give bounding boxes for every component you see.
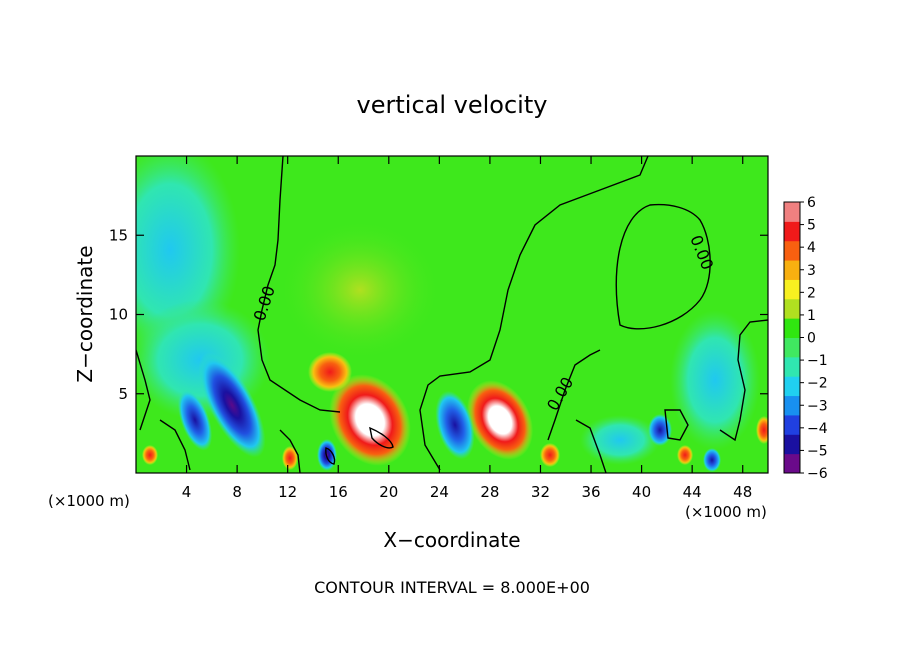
feature-max-1b bbox=[308, 352, 352, 392]
colorbar: 6 5 4 3 2 1 0 −1 −2 −3 −4 −5 −6 bbox=[783, 195, 828, 482]
x-tick-label: 44 bbox=[683, 483, 702, 501]
x-tick-label: 48 bbox=[733, 483, 752, 501]
x-tick-label: 36 bbox=[581, 483, 600, 501]
feature-small-max-d bbox=[756, 416, 768, 444]
x-axis: 4 8 12 16 20 24 28 32 36 40 44 48 bbox=[182, 156, 752, 501]
colorbar-swatch bbox=[784, 337, 800, 358]
contour-zero-6 bbox=[547, 349, 601, 441]
colorbar-tick-label: −3 bbox=[807, 398, 828, 414]
y-tick-label: 15 bbox=[109, 226, 128, 244]
contour-zero-7 bbox=[664, 409, 689, 441]
feature-small-max-c bbox=[677, 445, 693, 465]
contour-zero-9 bbox=[279, 429, 301, 473]
colorbar-swatch bbox=[784, 260, 800, 280]
y-tick-label: 5 bbox=[118, 385, 128, 403]
contour-zero-2 bbox=[419, 156, 649, 471]
colorbar-tick-label: 6 bbox=[807, 195, 816, 211]
feature-min-5 bbox=[703, 448, 721, 472]
feature-max-2 bbox=[466, 380, 534, 460]
x-tick-label: 8 bbox=[232, 483, 242, 501]
contour-neg-1 bbox=[325, 447, 336, 465]
feature-min-4 bbox=[648, 414, 672, 446]
field-cyan-right bbox=[670, 310, 760, 450]
feature-min-1 bbox=[198, 352, 266, 458]
contour-zero-1 bbox=[257, 156, 341, 413]
colorbar-tick-label: 1 bbox=[807, 308, 816, 324]
plot-area: 0.00 0.00 0.00 bbox=[136, 156, 768, 473]
colorbar-tick-label: −6 bbox=[807, 466, 828, 482]
y-axis-label: Z−coordinate bbox=[73, 245, 97, 382]
feature-min-2 bbox=[435, 390, 475, 460]
colorbar-tick-label: −4 bbox=[807, 421, 828, 437]
colorbar-tick-label: −5 bbox=[807, 443, 828, 459]
feature-max-1 bbox=[329, 374, 411, 466]
x-tick-label: 32 bbox=[531, 483, 550, 501]
colorbar-tick-label: 4 bbox=[807, 240, 816, 256]
x-tick-label: 16 bbox=[329, 483, 348, 501]
feature-small-max-b bbox=[540, 443, 560, 467]
colorbar-tick-label: −2 bbox=[807, 376, 828, 392]
colorbar-tick-label: 5 bbox=[807, 218, 816, 234]
colorbar-swatch bbox=[784, 376, 800, 397]
x-tick-label: 40 bbox=[632, 483, 651, 501]
contour-zero-10 bbox=[575, 419, 607, 473]
colorbar-swatch bbox=[784, 434, 800, 455]
colorbar-tick-label: 0 bbox=[807, 331, 816, 347]
x-tick-label: 4 bbox=[182, 483, 192, 501]
colorbar-swatch bbox=[784, 240, 800, 261]
field-cyan-lower-mid bbox=[580, 415, 660, 465]
contour-zero-4 bbox=[136, 349, 151, 431]
x-axis-unit-right: (×1000 m) bbox=[685, 503, 767, 521]
y-tick-label: 10 bbox=[109, 306, 128, 324]
colorbar-tick-label: −1 bbox=[807, 353, 828, 369]
feature-small-max-e bbox=[142, 445, 158, 465]
field-yellowgreen-mid bbox=[280, 220, 440, 360]
contour-interval-note: CONTOUR INTERVAL = 8.000E+00 bbox=[314, 578, 590, 597]
contour-pos-1 bbox=[369, 426, 394, 449]
colorbar-swatch bbox=[784, 414, 800, 435]
contour-zero-8 bbox=[159, 419, 191, 471]
y-axis: 5 10 15 bbox=[109, 226, 768, 403]
colorbar-swatch bbox=[784, 221, 800, 242]
contour-lines bbox=[136, 156, 768, 473]
colorbar-swatch bbox=[784, 356, 800, 377]
colorbar-swatch bbox=[784, 202, 800, 222]
colorbar-swatch bbox=[784, 395, 800, 416]
contour-zero-3 bbox=[615, 203, 711, 330]
x-tick-label: 28 bbox=[480, 483, 499, 501]
x-axis-unit-left: (×1000 m) bbox=[48, 492, 130, 510]
feature-small-max-a bbox=[282, 446, 298, 470]
contour-zero-5 bbox=[719, 319, 768, 442]
colorbar-tick-label: 2 bbox=[807, 285, 816, 301]
colorbar-swatch bbox=[784, 453, 800, 474]
colorbar-swatch bbox=[784, 279, 800, 300]
x-tick-label: 24 bbox=[430, 483, 449, 501]
feature-min-1b bbox=[177, 389, 213, 451]
x-tick-label: 12 bbox=[278, 483, 297, 501]
colorbar-tick-label: 3 bbox=[807, 263, 816, 279]
colorbar-swatch bbox=[784, 318, 800, 338]
x-tick-label: 20 bbox=[379, 483, 398, 501]
chart-title: vertical velocity bbox=[357, 91, 548, 119]
colorbar-swatch bbox=[784, 298, 800, 319]
x-axis-label: X−coordinate bbox=[383, 528, 520, 552]
